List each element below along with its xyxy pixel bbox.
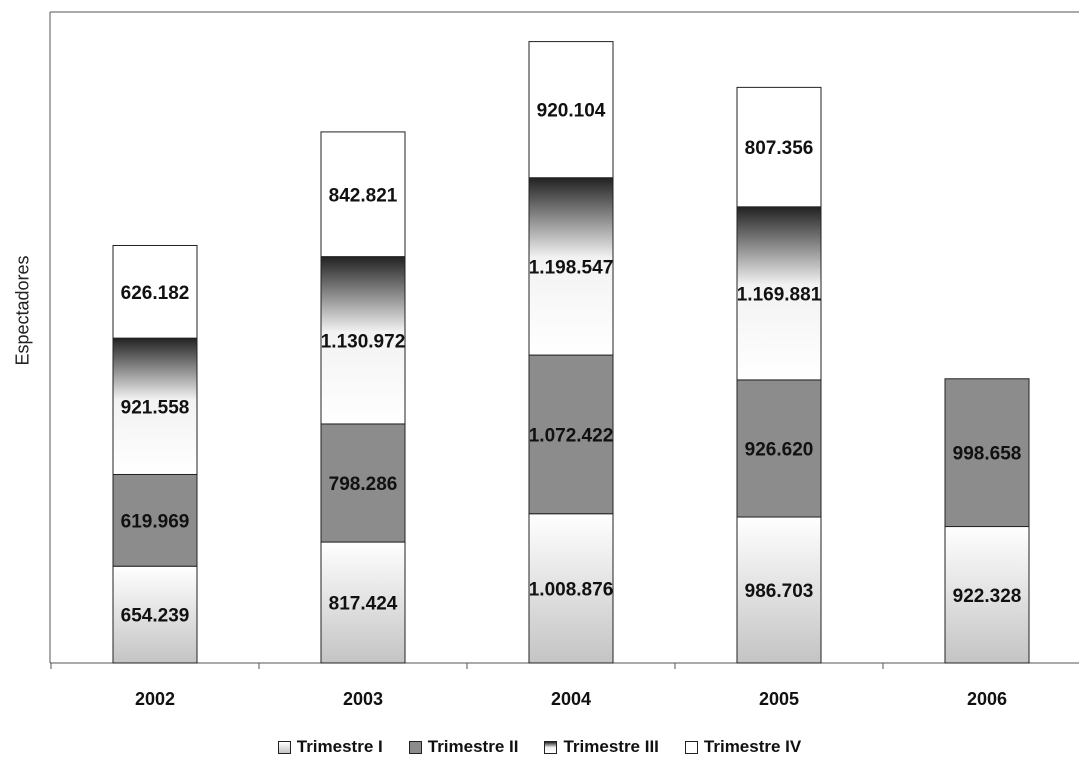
bar-segment-trimestre-ii-2006 [944, 378, 1030, 528]
data-label-trimestre-ii-2005: 926.620 [745, 439, 814, 460]
bar-segment-trimestre-iii-2002 [112, 337, 198, 475]
bar-segment-trimestre-iii-2005 [736, 206, 822, 381]
legend-swatch-trimestre-ii [408, 740, 422, 754]
legend: Trimestre I Trimestre II Trimestre III T… [0, 737, 1079, 766]
data-label-trimestre-iii-2004: 1.198.547 [529, 257, 614, 278]
legend-label: Trimestre III [563, 737, 659, 756]
legend-item-trimestre-iii: Trimestre III [544, 728, 659, 766]
x-tick-label-2005: 2005 [759, 689, 799, 709]
data-label-trimestre-ii-2002: 619.969 [121, 511, 190, 532]
data-label-trimestre-iv-2004: 920.104 [537, 101, 606, 122]
x-tick-label-2004: 2004 [551, 689, 591, 709]
data-label-trimestre-ii-2003: 798.286 [329, 474, 398, 495]
bar-segment-trimestre-iv-2005 [736, 86, 822, 208]
bar-segment-trimestre-iv-2002 [112, 244, 198, 339]
bar-segment-trimestre-ii-2002 [112, 473, 198, 567]
bars [112, 41, 1030, 664]
data-label-trimestre-i-2006: 922.328 [953, 586, 1022, 607]
data-label-trimestre-i-2005: 986.703 [745, 581, 814, 602]
bar-segment-trimestre-iv-2003 [320, 131, 406, 258]
data-labels: 654.239 619.969 921.558 626.182 817.424 798.2… [121, 101, 1022, 627]
data-label-trimestre-ii-2004: 1.072.422 [529, 425, 614, 446]
x-tick-label-2003: 2003 [343, 689, 383, 709]
bar-segment-trimestre-i-2006 [944, 526, 1030, 664]
data-label-trimestre-iii-2005: 1.169.881 [737, 284, 822, 305]
legend-item-trimestre-iv: Trimestre IV [684, 728, 802, 766]
legend-item-trimestre-ii: Trimestre II [408, 728, 519, 766]
data-label-trimestre-ii-2006: 998.658 [953, 444, 1022, 465]
legend-label: Trimestre IV [703, 737, 802, 756]
stacked-bar-chart: 654.239 619.969 921.558 626.182 817.424 798.2… [49, 11, 1079, 709]
bar-segment-trimestre-i-2003 [320, 541, 406, 664]
data-label-trimestre-iv-2005: 807.356 [745, 138, 814, 159]
data-label-trimestre-iii-2003: 1.130.972 [321, 331, 406, 352]
bar-segment-trimestre-i-2005 [736, 516, 822, 664]
data-label-trimestre-i-2002: 654.239 [121, 606, 190, 627]
legend-swatch-trimestre-i [277, 740, 291, 754]
legend-item-trimestre-i: Trimestre I [277, 728, 383, 766]
bar-segment-trimestre-i-2004 [528, 513, 614, 664]
bar-segment-trimestre-i-2002 [112, 565, 198, 664]
legend-label: Trimestre I [296, 737, 383, 756]
bar-segment-trimestre-iii-2004 [528, 177, 614, 356]
bar-segment-trimestre-ii-2004 [528, 354, 614, 515]
data-label-trimestre-iii-2002: 921.558 [121, 397, 190, 418]
data-label-trimestre-iv-2003: 842.821 [329, 185, 398, 206]
data-label-trimestre-iv-2002: 626.182 [121, 283, 190, 304]
legend-label: Trimestre II [427, 737, 519, 756]
x-tick-labels: 2002 2003 2004 2005 2006 [135, 689, 1007, 709]
x-tick-label-2006: 2006 [967, 689, 1007, 709]
data-label-trimestre-i-2004: 1.008.876 [529, 579, 614, 600]
bar-segment-trimestre-iv-2004 [528, 41, 614, 179]
legend-swatch-trimestre-iii [544, 740, 558, 754]
x-tick-label-2002: 2002 [135, 689, 175, 709]
legend-swatch-trimestre-iv [684, 740, 698, 754]
data-label-trimestre-i-2003: 817.424 [329, 594, 398, 615]
